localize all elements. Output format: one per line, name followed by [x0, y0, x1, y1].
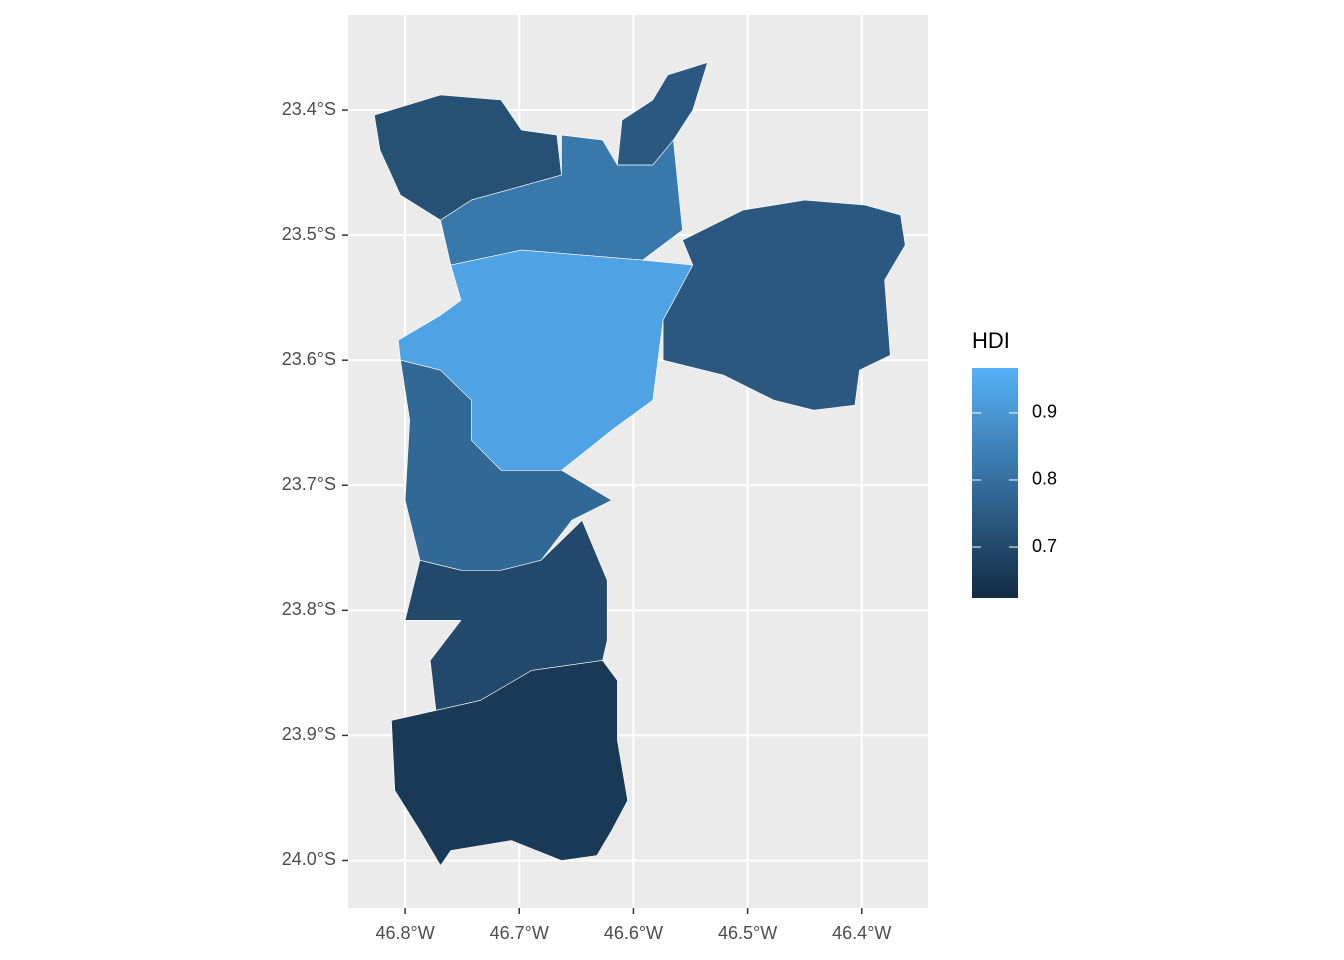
y-tick-label: 23.5°S: [282, 224, 336, 244]
y-tick-label: 23.8°S: [282, 599, 336, 619]
y-tick-label: 23.9°S: [282, 724, 336, 744]
region: [400, 359, 612, 571]
legend-title: HDI: [972, 328, 1010, 353]
region: [662, 199, 906, 411]
y-tick-label: 23.6°S: [282, 349, 336, 369]
colorbar: [972, 368, 1018, 598]
x-tick-label: 46.6°W: [604, 923, 663, 943]
x-tick-label: 46.7°W: [490, 923, 549, 943]
legend-label: 0.8: [1032, 469, 1057, 489]
legend-label: 0.9: [1032, 402, 1057, 422]
x-tick-label: 46.4°W: [832, 923, 891, 943]
y-tick-label: 24.0°S: [282, 849, 336, 869]
x-tick-label: 46.5°W: [718, 923, 777, 943]
y-tick-label: 23.4°S: [282, 99, 336, 119]
region: [391, 660, 628, 866]
legend-label: 0.7: [1032, 536, 1057, 556]
y-tick-label: 23.7°S: [282, 474, 336, 494]
x-tick-label: 46.8°W: [375, 923, 434, 943]
